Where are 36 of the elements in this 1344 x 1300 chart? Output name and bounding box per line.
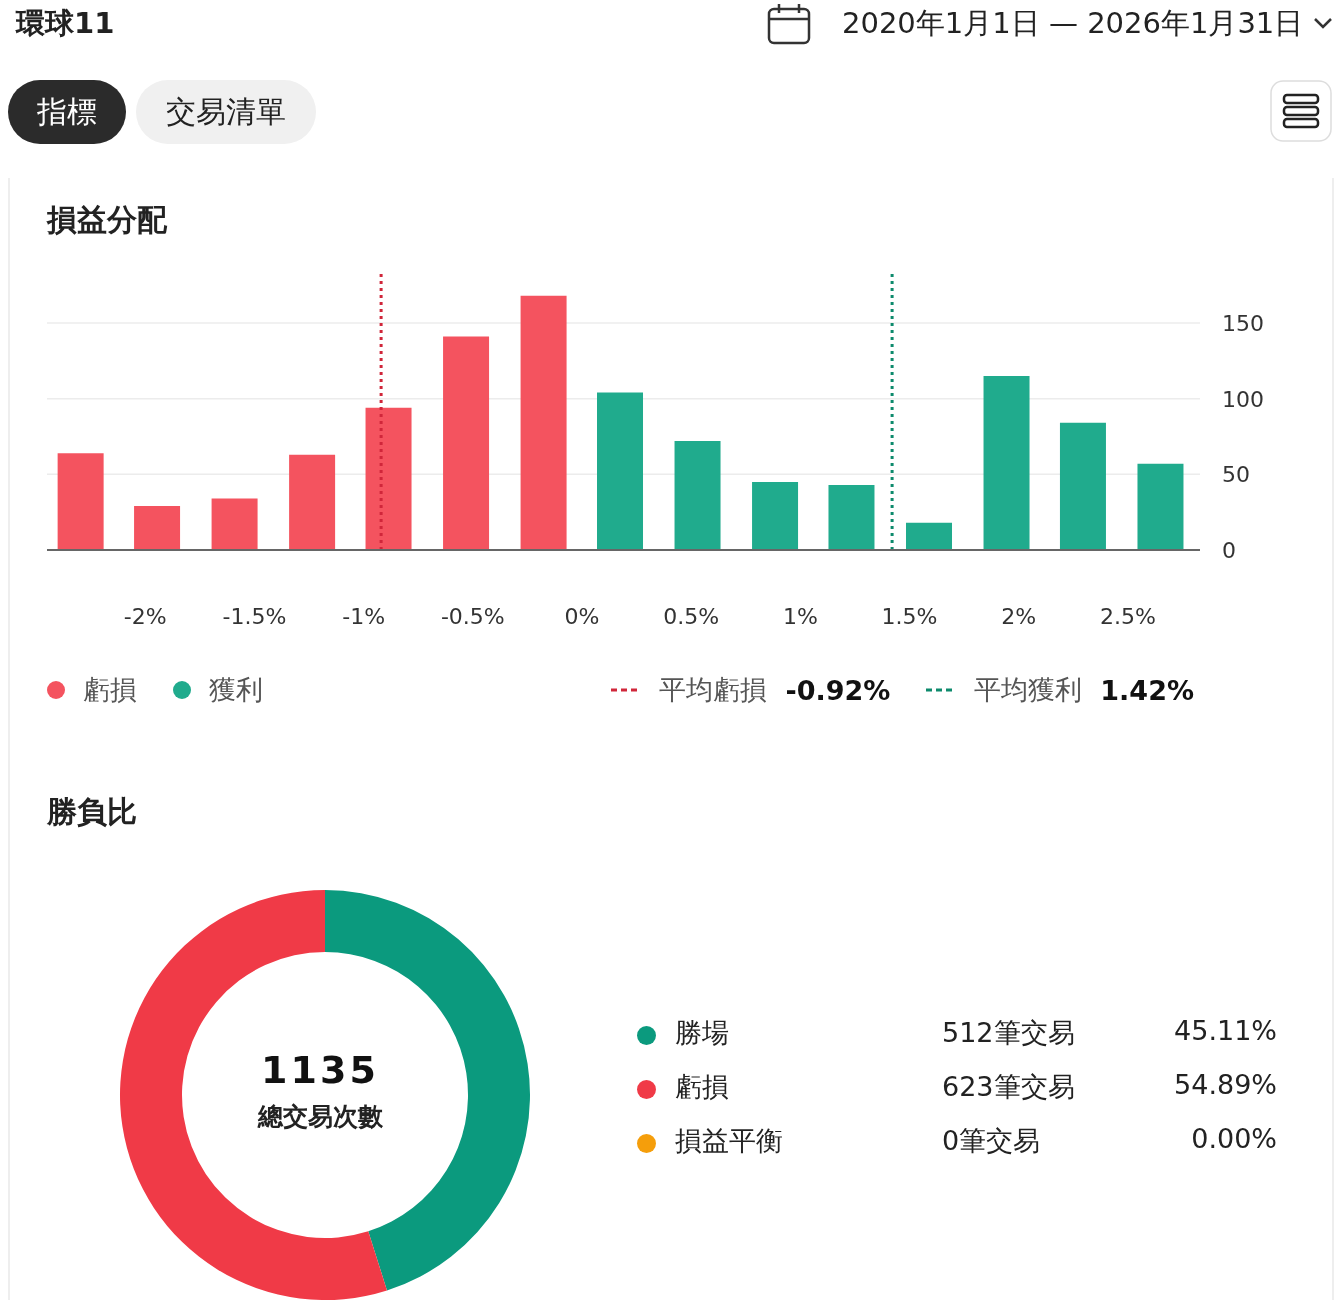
data-label: 512筆交易 — [942, 1016, 1075, 1050]
x-tick-label: -1.5% — [222, 603, 287, 629]
legend-label: 勝場 — [675, 1016, 729, 1050]
x-tick-label: -1% — [342, 603, 386, 629]
x-tick-label: 1% — [782, 603, 818, 629]
text: 54.89% — [1174, 1069, 1277, 1100]
text: 0.00% — [1191, 1123, 1277, 1154]
x-tick-label: -2% — [123, 603, 167, 629]
x-tick-label: 1.5% — [881, 603, 938, 629]
text: 45.11% — [1174, 1015, 1277, 1046]
legend-label: 虧損 — [83, 673, 137, 707]
x-tick-label: 2% — [1001, 603, 1037, 629]
legend-label: 損益平衡 — [675, 1124, 783, 1158]
legend-label: 虧損 — [675, 1070, 729, 1104]
y-tick-label: 50 — [1222, 462, 1250, 488]
x-tick-label: 0% — [564, 603, 600, 629]
text: 指標 — [8, 80, 126, 144]
x-tick-label: -0.5% — [440, 603, 505, 629]
legend-label: 平均虧損 -0.92% — [659, 673, 891, 708]
text: 1135 — [260, 1048, 380, 1092]
x-tick-label: 0.5% — [663, 603, 720, 629]
legend-label: 平均獲利 1.42% — [974, 673, 1194, 708]
data-label: 623筆交易 — [942, 1070, 1075, 1104]
legend-label: 獲利 — [209, 673, 263, 707]
donut-slice — [120, 890, 387, 1300]
y-tick-label: 100 — [1222, 386, 1264, 412]
y-tick-label: 0 — [1222, 538, 1236, 563]
text: 環球11 — [16, 5, 115, 42]
text: 2020年1月1日 — 2026年1月31日 — [842, 5, 1304, 42]
y-tick-label: 150 — [1222, 310, 1264, 336]
text: 交易清單 — [136, 80, 316, 144]
text: 總交易次數 — [256, 1101, 384, 1133]
x-tick-label: 2.5% — [1099, 603, 1156, 629]
text: 0筆交易 — [942, 1125, 1041, 1156]
chart-title: 損益分配 — [47, 201, 167, 239]
chart-title: 勝負比 — [47, 793, 137, 831]
